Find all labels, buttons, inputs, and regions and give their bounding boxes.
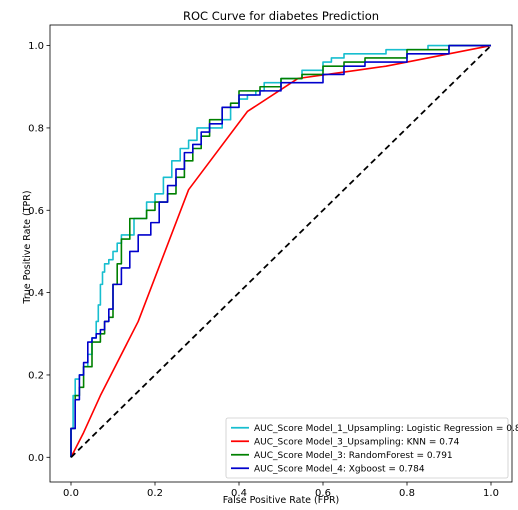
legend-box: [225, 417, 509, 479]
x-axis: 0.0 0.2 0.4 0.6 0.8 1.0: [63, 482, 499, 499]
chart-title: ROC Curve for diabetes Prediction: [183, 9, 379, 23]
legend: AUC_Score Model_1_Upsampling: Logistic R…: [225, 417, 518, 479]
x-tick-label: 0.2: [147, 488, 163, 499]
x-axis-label: False Positive Rate (FPR): [223, 495, 340, 506]
series-layer: [70, 44, 492, 458]
legend-entry: AUC_Score Model_4: Xgboost = 0.784: [254, 464, 425, 474]
y-axis-label: True Positive Rate (TPR): [22, 190, 33, 304]
plot-frame: [49, 24, 513, 483]
x-tick-label: 1.0: [483, 488, 499, 499]
legend-entry: AUC_Score Model_1_Upsampling: Logistic R…: [254, 424, 518, 434]
x-tick-label: 0.8: [399, 488, 415, 499]
y-tick-label: 0.6: [28, 206, 44, 217]
y-tick-label: 0.8: [28, 123, 44, 134]
diagonal-reference-line: [70, 44, 492, 458]
legend-entry: AUC_Score Model_3: RandomForest = 0.791: [254, 451, 453, 461]
x-tick-label: 0.6: [315, 488, 331, 499]
y-tick-label: 0.4: [28, 288, 44, 299]
y-axis: 0.0 0.2 0.4 0.6 0.8 1.0: [28, 41, 50, 464]
roc-series-line-2: [70, 44, 492, 458]
x-tick-label: 0.0: [63, 488, 79, 499]
legend-entry: AUC_Score Model_3_Upsampling: KNN = 0.74: [254, 437, 460, 447]
roc-series-line-4: [70, 44, 491, 458]
y-tick-label: 0.2: [28, 370, 44, 381]
x-tick-label: 0.4: [231, 488, 247, 499]
y-tick-label: 0.0: [28, 453, 44, 464]
y-tick-label: 1.0: [28, 41, 44, 52]
